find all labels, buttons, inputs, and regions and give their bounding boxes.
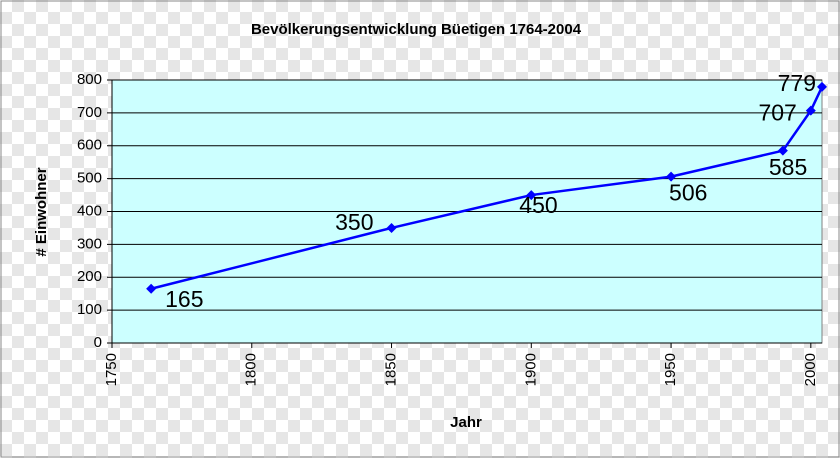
x-tick-label: 2000: [802, 353, 819, 386]
data-point: [805, 105, 816, 116]
data-point: [666, 171, 677, 182]
y-tick-label: 300: [77, 235, 102, 252]
x-tick-label: 1850: [382, 353, 399, 386]
data-label: 165: [165, 286, 203, 312]
data-label: 779: [778, 70, 816, 96]
data-point: [146, 283, 157, 294]
x-axis-title: Jahr: [450, 414, 482, 431]
data-label: 506: [669, 180, 707, 206]
y-axis-title: # Einwohner: [33, 167, 50, 256]
data-label: 585: [769, 154, 807, 180]
x-tick-label: 1800: [243, 353, 260, 386]
x-tick-label: 1750: [103, 353, 120, 386]
x-tick-label: 1900: [522, 353, 539, 386]
y-tick-label: 800: [77, 71, 102, 88]
data-point: [777, 145, 788, 156]
y-tick-label: 400: [77, 202, 102, 219]
data-point: [386, 222, 397, 233]
chart-title: Bevölkerungsentwicklung Büetigen 1764-20…: [251, 21, 582, 38]
data-point: [526, 190, 537, 201]
data-label: 350: [335, 209, 373, 235]
y-tick-label: 500: [77, 170, 102, 187]
y-tick-label: 100: [77, 301, 102, 318]
x-tick-label: 1950: [662, 353, 679, 386]
y-tick-label: 200: [77, 268, 102, 285]
y-tick-label: 700: [77, 104, 102, 121]
data-point: [817, 81, 827, 92]
y-tick-label: 600: [77, 137, 102, 154]
data-label: 450: [519, 192, 557, 218]
data-label: 707: [758, 100, 796, 126]
y-tick-label: 0: [94, 334, 102, 351]
